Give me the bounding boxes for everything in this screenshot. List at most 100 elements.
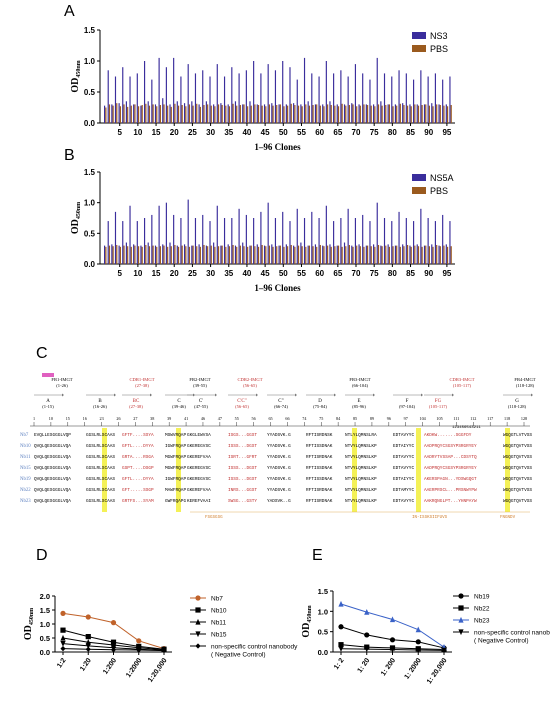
bar-pbs (439, 246, 441, 264)
bar-ns5a (249, 245, 251, 264)
x-tick-label: 85 (406, 128, 415, 137)
bar-pbs (247, 106, 249, 123)
bar-ns3 (227, 104, 229, 123)
y-tick-label: 1.0 (318, 607, 328, 616)
bar-ns5a (340, 218, 342, 264)
seq-cdr1: GRTA....RSGA (122, 455, 154, 460)
x-tick-label: 90 (424, 128, 433, 137)
bar-pbs (312, 246, 314, 264)
subregion-range: (27-38) (129, 404, 143, 409)
conserved-highlight (416, 428, 421, 512)
bar-ns5a (216, 205, 218, 264)
x-tick-label: 1:2 (56, 657, 68, 669)
pink-marker (42, 373, 54, 377)
bar-pbs (177, 246, 180, 264)
seq-c3: YADSVK..G (267, 499, 291, 504)
legend-label-nb22: Nb22 (474, 606, 490, 613)
bar-ns5a (245, 214, 247, 264)
bar-pbs (330, 246, 332, 264)
seq-cdr1: GFTL....DYYA (122, 477, 154, 482)
bar-pbs (417, 105, 420, 123)
seq-cdr3: AADPRQYCSGSYPSRGRYEY (424, 444, 477, 449)
bar-pbs (352, 246, 354, 264)
region-arrowhead (256, 393, 258, 397)
bar-pbs (272, 105, 274, 123)
x-tick-label: 95 (442, 269, 451, 278)
bar-pbs (127, 246, 129, 264)
bar-pbs (239, 105, 241, 123)
bar-pbs (439, 105, 441, 123)
bar-ns5a (307, 245, 309, 264)
bar-pbs (323, 246, 325, 264)
seq-g: WGQGTQVTVSS (503, 466, 532, 471)
bar-ns5a (405, 218, 407, 264)
bar-pbs (108, 245, 111, 264)
bar-pbs (123, 104, 125, 123)
bar-ns3 (202, 70, 204, 123)
bar-pbs (105, 246, 107, 264)
bar-pbs (356, 106, 358, 123)
bar-pbs (177, 105, 180, 123)
seq-fr2: MAWFRQAP (165, 488, 186, 493)
subregion-range: (97-104) (399, 404, 416, 409)
bar-pbs (450, 105, 452, 123)
bar-ns3 (347, 76, 349, 123)
bar-ns5a (402, 244, 404, 264)
bar-pbs (236, 105, 238, 123)
row-id-nb10: Nb10 (20, 444, 31, 449)
legend-marker-nb11 (195, 618, 201, 625)
legend-swatch-pbs (412, 45, 426, 52)
bar-pbs (156, 246, 158, 264)
bar-ns3 (107, 70, 109, 123)
legend-label-pbs: PBS (430, 44, 448, 54)
bar-pbs (207, 104, 209, 123)
seq-fr1: QVQLQESGGGLVQA (34, 466, 71, 471)
region-arrowhead (452, 393, 454, 397)
bar-ns5a (296, 208, 298, 264)
legend-label-nb10: Nb10 (211, 608, 227, 615)
bar-ns5a (347, 208, 349, 264)
x-tick-label: 1:200 (102, 657, 118, 676)
bar-ns3 (329, 101, 331, 123)
bar-pbs (345, 105, 347, 123)
bar-ns5a (147, 242, 149, 264)
bar-ns5a (238, 208, 240, 264)
region-name: FR4-IMGT (514, 377, 535, 382)
position-number: 66 (285, 416, 289, 421)
bar-pbs (447, 246, 449, 264)
bar-pbs (396, 245, 398, 264)
bar-ns5a (333, 221, 335, 264)
bar-ns3 (278, 104, 280, 123)
x-tick-label: 5 (117, 269, 122, 278)
bar-ns5a (300, 242, 302, 264)
position-number: 117 (487, 416, 493, 421)
seq-d: RFTISRDNAK (306, 499, 333, 504)
bar-ns3 (409, 104, 411, 123)
bar-ns5a (180, 218, 182, 264)
bar-ns5a (325, 205, 327, 264)
bar-ns5a (442, 214, 444, 264)
x-tick-label: 30 (206, 269, 215, 278)
bar-pbs (185, 106, 187, 123)
sequence-alignment: FR1-IMGT(1-26)A(1-15)B(16-26)CDR1-IMGT(2… (20, 377, 536, 520)
bar-pbs (425, 104, 427, 123)
bar-pbs (447, 106, 449, 123)
seq-d: RFTISRDNAK (306, 455, 333, 460)
region-arrowhead (150, 393, 152, 397)
bar-pbs (432, 106, 434, 123)
bar-pbs (185, 246, 187, 264)
bar-ns3 (223, 76, 226, 123)
legend-marker-non-specific-control-nanobody (458, 629, 464, 636)
seq-cdr3: AAERPRSCL...PRSNWYPW (424, 488, 477, 493)
bar-ns5a (383, 218, 386, 264)
bar-ns3 (242, 104, 244, 123)
subregion-name: C (177, 399, 181, 404)
row-id-nb11: Nb11 (20, 455, 31, 460)
position-number: 41 (184, 416, 188, 421)
legend-label-nb11: Nb11 (211, 620, 226, 627)
conserved-highlight (352, 428, 357, 512)
bar-ns5a (398, 211, 400, 264)
bar-pbs (428, 246, 430, 264)
bar-pbs (217, 246, 220, 264)
x-axis-label: 1–96 Clones (254, 142, 301, 152)
